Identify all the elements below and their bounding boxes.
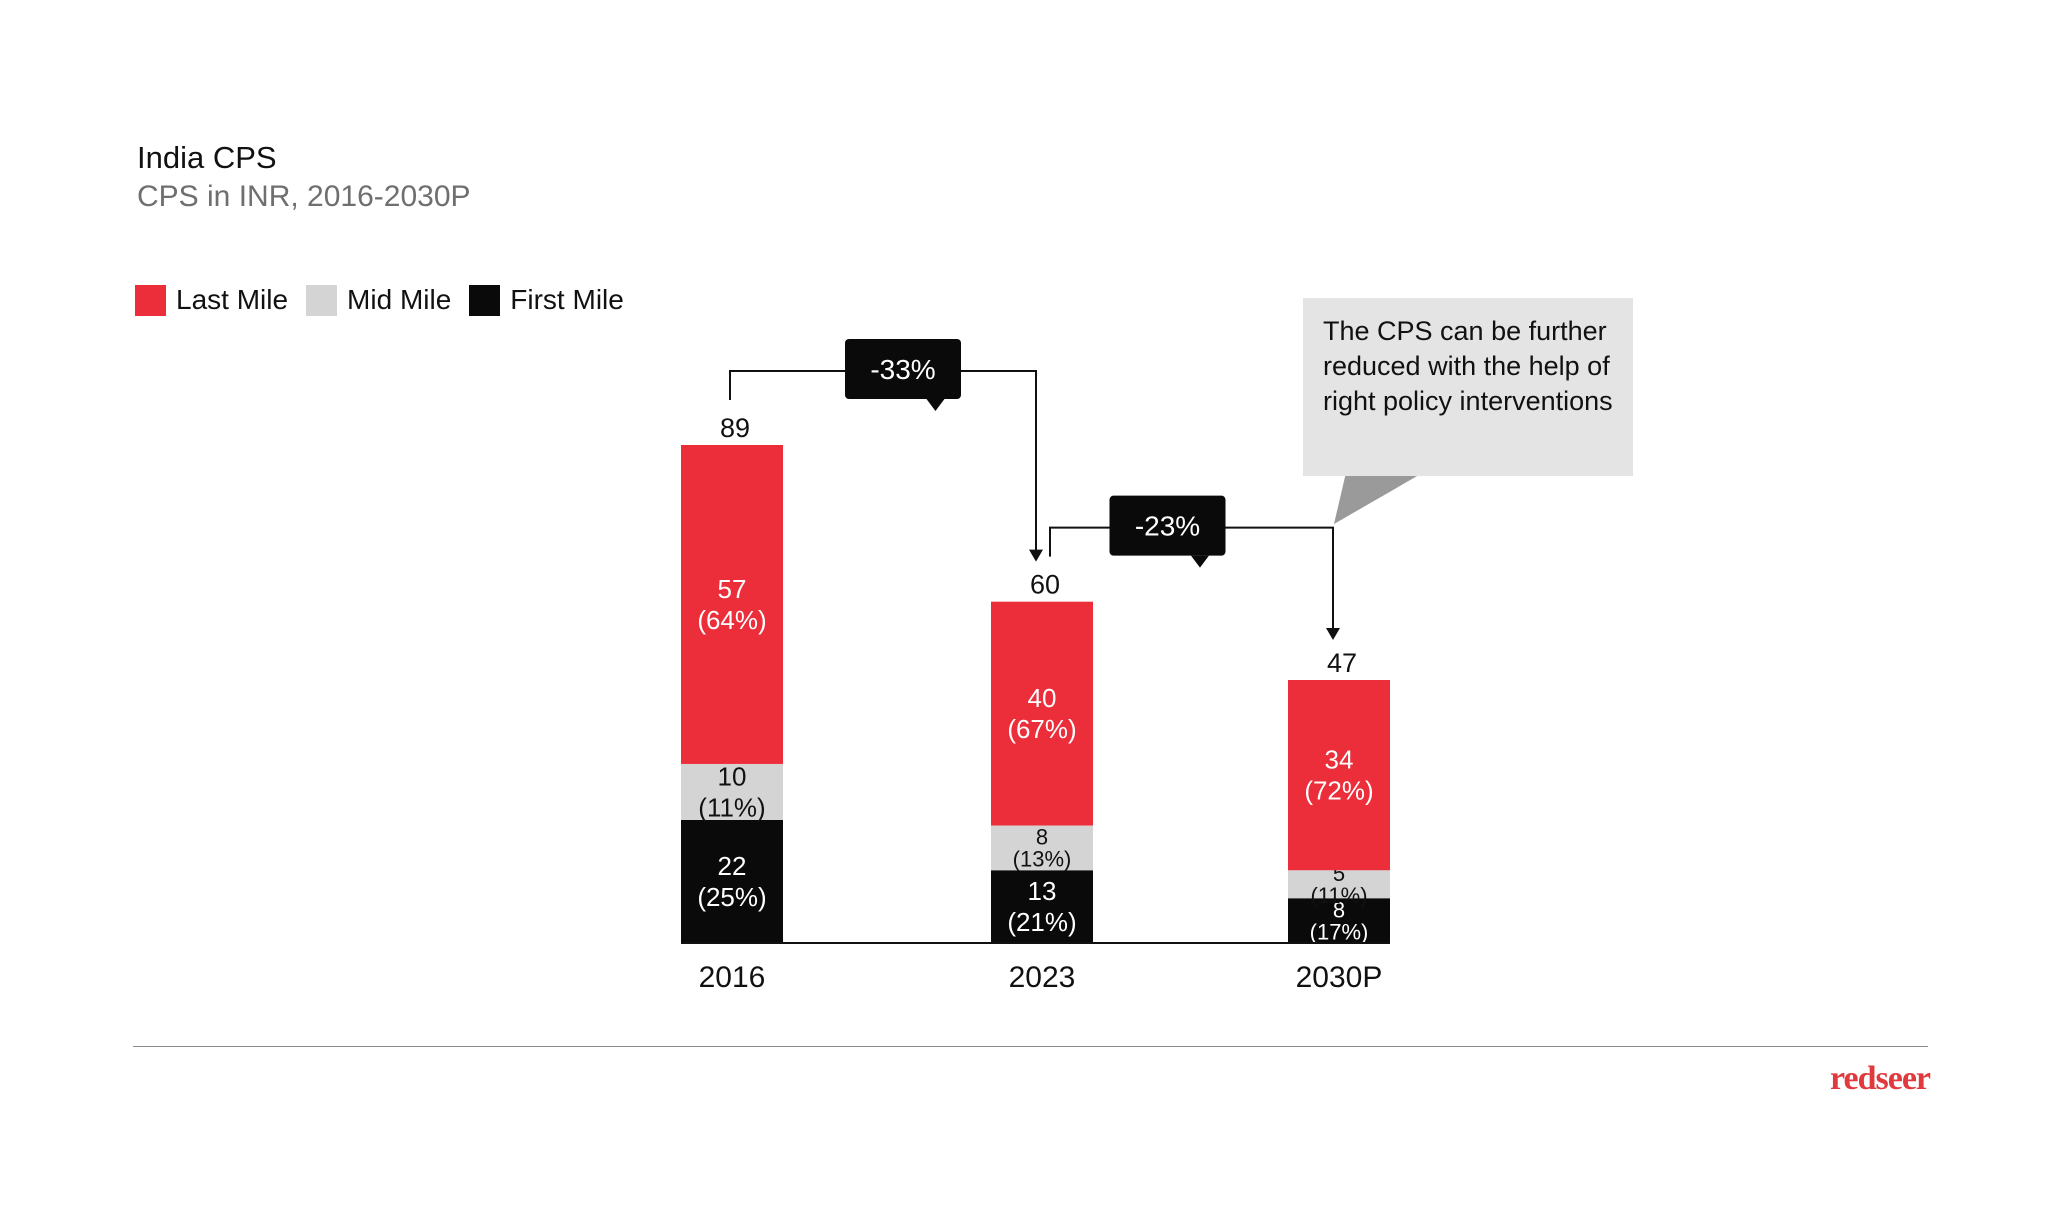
chart-subtitle: CPS in INR, 2016-2030P <box>137 180 471 213</box>
change-badge-1 <box>845 339 961 399</box>
segment-label-last-mile-2016: 57 (64%) <box>697 574 766 635</box>
legend-item-first-mile: First Mile <box>469 284 624 316</box>
legend-item-last-mile: Last Mile <box>135 284 288 316</box>
legend-swatch-first-mile <box>469 284 501 316</box>
segment-label-last-mile-2023: 40 (67%) <box>1007 683 1076 744</box>
bar-mid-mile-2016 <box>681 763 783 820</box>
policy-callout: The CPS can be further reduced with the … <box>1303 298 1633 476</box>
bar-last-mile-2023 <box>991 601 1093 826</box>
segment-label-first-mile-2030p: 8 (17%) <box>1310 897 1369 944</box>
change-arrowhead-1 <box>1029 549 1043 562</box>
bar-mid-mile-2023 <box>991 825 1093 871</box>
bar-first-mile-2016 <box>681 819 783 943</box>
bar-last-mile-2030p <box>1288 680 1390 871</box>
legend-label-first-mile: First Mile <box>510 284 624 315</box>
legend-label-last-mile: Last Mile <box>176 284 289 315</box>
total-label-2016: 89 <box>720 413 750 443</box>
footer-divider <box>133 1046 1928 1047</box>
legend: Last Mile Mid Mile First Mile <box>135 284 642 316</box>
change-label-1: -33% <box>870 354 935 385</box>
callout-pointer <box>1334 464 1438 524</box>
bar-first-mile-2030p <box>1288 898 1390 943</box>
legend-item-mid-mile: Mid Mile <box>306 284 451 316</box>
total-label-2023: 60 <box>1030 570 1060 600</box>
legend-label-mid-mile: Mid Mile <box>347 284 452 315</box>
x-tick-label-2016: 2016 <box>699 961 766 994</box>
change-arrowhead-2 <box>1326 628 1340 641</box>
total-label-2030p: 47 <box>1327 648 1357 678</box>
segment-label-last-mile-2030p: 34 (72%) <box>1304 745 1373 806</box>
change-badge-pointer-2 <box>1190 555 1209 568</box>
bar-first-mile-2023 <box>991 870 1093 943</box>
segment-label-first-mile-2016: 22 (25%) <box>697 851 766 912</box>
legend-swatch-last-mile <box>135 284 166 316</box>
segment-label-first-mile-2023: 13 (21%) <box>1007 876 1076 937</box>
legend-swatch-mid-mile <box>306 284 338 316</box>
change-badge-2 <box>1109 495 1226 556</box>
segment-label-mid-mile-2023: 8 (13%) <box>1013 825 1072 872</box>
redseer-logo: redseer <box>1830 1060 1931 1097</box>
x-tick-label-2030p: 2030P <box>1296 961 1383 994</box>
change-label-2: -23% <box>1135 511 1200 542</box>
segment-label-mid-mile-2016: 10 (11%) <box>698 762 765 823</box>
x-tick-label-2023: 2023 <box>1009 961 1076 994</box>
chart-title: India CPS <box>137 140 277 175</box>
bar-mid-mile-2030p <box>1288 870 1390 899</box>
bar-last-mile-2016 <box>681 445 783 764</box>
change-badge-pointer-1 <box>926 399 945 411</box>
